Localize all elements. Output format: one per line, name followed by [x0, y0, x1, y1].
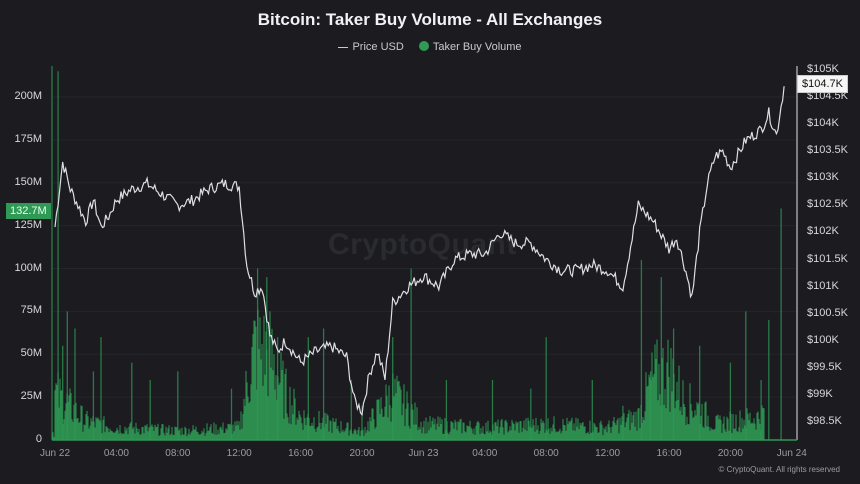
x-tick: 04:00 [103, 448, 129, 459]
x-tick: 08:00 [533, 448, 559, 459]
y-right-tick: $104K [807, 117, 839, 130]
y-right-tick: $102.5K [807, 198, 848, 211]
legend-item-price[interactable]: Price USD [338, 41, 404, 53]
current-price-badge: $104.7K [797, 75, 848, 93]
y-right-tick: $99K [807, 387, 833, 400]
chart-title: Bitcoin: Taker Buy Volume - All Exchange… [257, 10, 603, 29]
y-right-tick: $101.5K [807, 252, 848, 265]
y-left-tick: 25M [20, 390, 42, 403]
x-tick: 20:00 [349, 448, 375, 459]
x-tick: 08:00 [165, 448, 191, 459]
y-left-tick: 175M [14, 132, 42, 145]
y-left-tick: 75M [20, 304, 42, 317]
x-tick: 20:00 [717, 448, 743, 459]
legend-item-volume[interactable]: Taker Buy Volume [418, 41, 522, 53]
y-right-tick: $101K [807, 279, 839, 292]
y-right-tick: $102K [807, 225, 839, 238]
volume-bars [52, 71, 782, 440]
y-right-tick: $100.5K [807, 306, 848, 319]
y-right-tick: $98.5K [807, 414, 842, 427]
y-right-tick: $105K [807, 63, 839, 75]
copyright: © CryptoQuant. All rights reserved [718, 465, 841, 474]
y-right-tick: $103K [807, 171, 839, 184]
x-tick: Jun 24 [776, 448, 807, 459]
y-left-tick: 150M [14, 175, 42, 188]
x-tick: 16:00 [288, 448, 314, 459]
x-tick: 04:00 [472, 448, 498, 459]
price-line [54, 86, 785, 417]
gridlines [52, 96, 797, 398]
y-right-tick: $100K [807, 333, 839, 346]
y-left-tick: 200M [14, 90, 42, 102]
watermark: CryptoQuant [328, 228, 517, 261]
y-right-tick: $103.5K [807, 144, 848, 157]
current-volume-badge: 132.7M [6, 203, 51, 219]
y-left-tick: 50M [20, 347, 42, 360]
y-right-tick: $99.5K [807, 360, 842, 373]
y-left-tick: 100M [14, 261, 42, 274]
x-tick: 12:00 [595, 448, 621, 459]
x-tick: 16:00 [656, 448, 682, 459]
y-left-tick: 125M [14, 218, 42, 231]
x-tick: Jun 23 [408, 448, 439, 459]
line-swatch-icon [338, 46, 349, 48]
x-tick: Jun 22 [39, 448, 71, 459]
x-tick: 12:00 [226, 448, 252, 459]
y-right-tick: $104.5K [807, 90, 848, 103]
legend: Price USD Taker Buy Volume [0, 41, 860, 53]
dot-swatch-icon [418, 41, 429, 51]
y-left-tick: 0 [35, 433, 42, 445]
